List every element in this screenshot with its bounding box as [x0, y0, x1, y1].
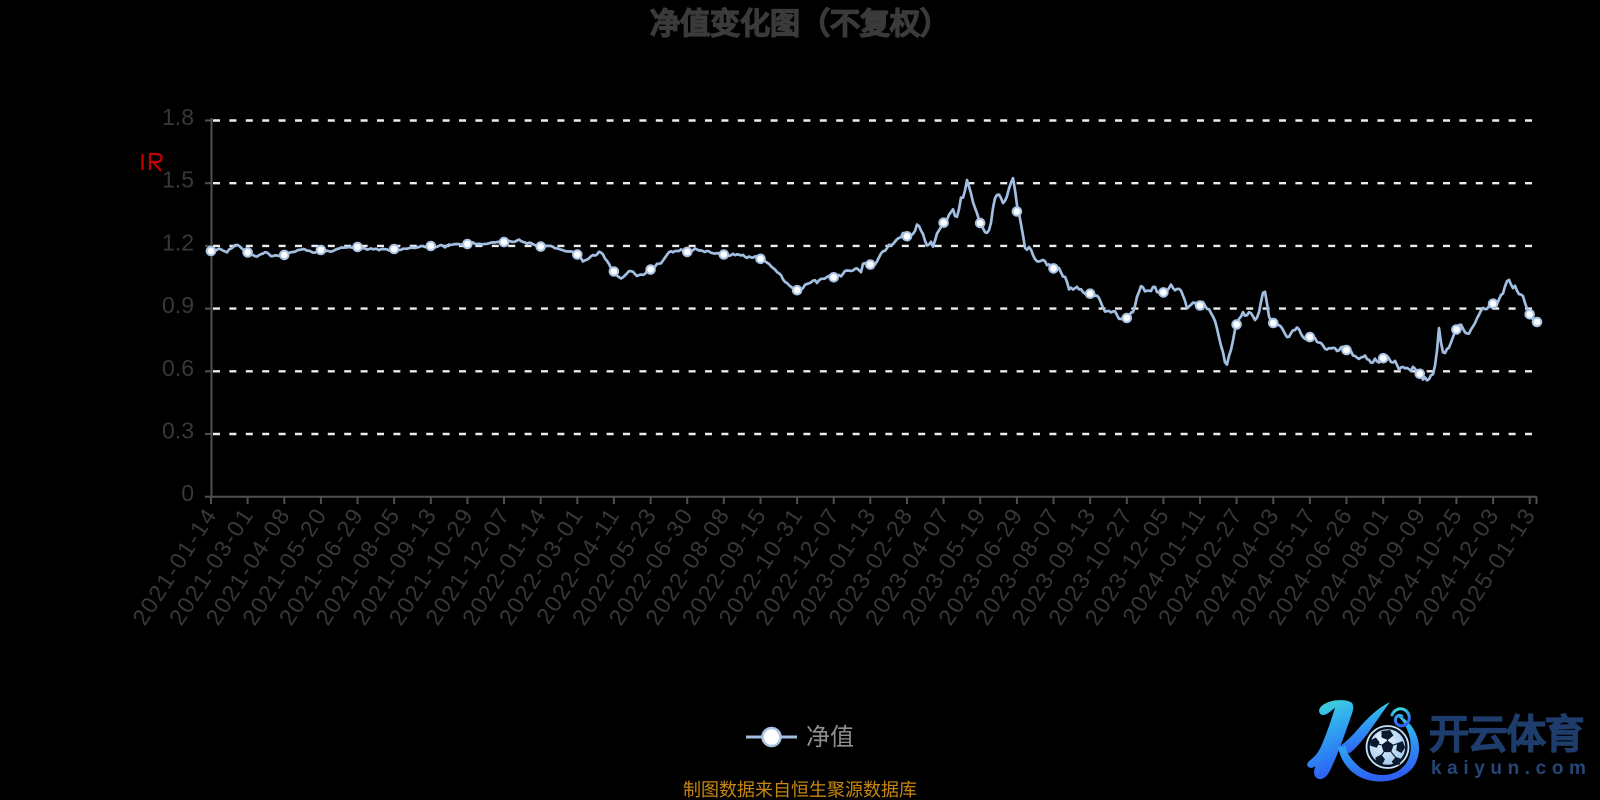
svg-text:1.8: 1.8 — [162, 104, 194, 130]
svg-text:制图数据来自恒生聚源数据库: 制图数据来自恒生聚源数据库 — [683, 780, 917, 800]
svg-text:0.3: 0.3 — [162, 418, 194, 444]
svg-text:0: 0 — [181, 480, 194, 506]
svg-text:净值: 净值 — [806, 724, 854, 751]
svg-text:kaiyun.com: kaiyun.com — [1431, 758, 1592, 779]
svg-text:1.2: 1.2 — [162, 229, 194, 255]
svg-text:0.6: 0.6 — [162, 355, 194, 381]
svg-text:净值变化图（不复权）: 净值变化图（不复权） — [650, 7, 950, 41]
svg-text:1.5: 1.5 — [162, 167, 194, 193]
svg-text:开云体育: 开云体育 — [1429, 713, 1583, 757]
svg-text:0.9: 0.9 — [162, 292, 194, 318]
